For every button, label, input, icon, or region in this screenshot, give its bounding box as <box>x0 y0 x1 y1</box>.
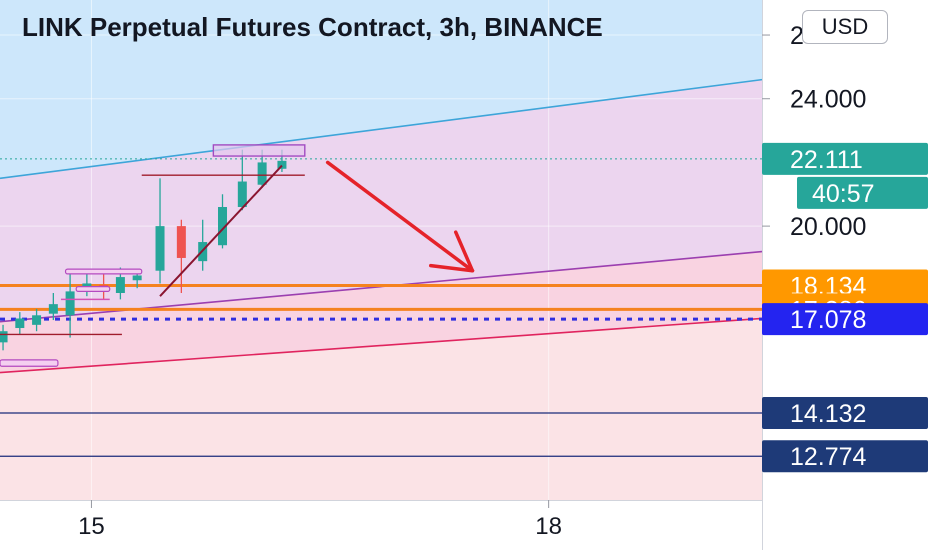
navy-lower-label: 12.774 <box>790 443 867 471</box>
candle-body-9 <box>155 226 165 271</box>
upper-zone <box>0 0 762 179</box>
trendline <box>159 164 283 297</box>
forecast-arrow-head-1 <box>454 230 475 273</box>
blue-dotted-label: 17.078 <box>790 306 866 334</box>
candle-body-13 <box>237 181 247 208</box>
currency-button[interactable]: USD <box>802 10 888 44</box>
small-box-mid <box>64 268 143 275</box>
y-tick-label-2: 20.000 <box>790 213 866 241</box>
candle-body-4 <box>65 291 75 316</box>
forecast-arrow <box>325 160 475 273</box>
candle-body-8 <box>132 275 142 281</box>
small-box-low <box>75 286 111 293</box>
price-label-layer: 22.11118.13417.38617.07814.13212.77440:5… <box>762 142 928 473</box>
candle-body-12 <box>218 207 228 246</box>
navy-upper-label-bg <box>762 396 928 429</box>
x-tick-label-1: 18 <box>535 513 562 540</box>
drawing-layer <box>0 144 475 367</box>
navy-lower-label-bg <box>762 440 928 473</box>
candle-body-0 <box>0 331 8 343</box>
candle-body-3 <box>48 304 58 314</box>
navy-upper-label: 14.132 <box>790 400 866 428</box>
grid-layer <box>0 0 762 500</box>
candle-body-14 <box>257 162 267 185</box>
candle-body-10 <box>176 226 186 258</box>
last-price-label-bg <box>762 142 928 175</box>
countdown-label-bg <box>797 176 928 209</box>
candle-body-1 <box>15 318 25 329</box>
last-price-label: 22.111 <box>790 146 863 174</box>
zone-layer <box>0 0 762 500</box>
x-tick-label-0: 15 <box>78 513 105 540</box>
upper-band <box>0 78 763 180</box>
forecast-arrow-head-0 <box>429 263 475 273</box>
resistance-box <box>212 144 306 157</box>
candle-body-2 <box>32 315 42 325</box>
candle-body-7 <box>115 277 125 293</box>
blue-dotted-label-bg <box>762 303 928 336</box>
lower-band <box>0 317 763 374</box>
y-tick-label-1: 24.000 <box>790 86 866 114</box>
small-box-left <box>0 359 59 367</box>
lower-zone <box>0 251 762 373</box>
candle-body-15 <box>277 160 287 169</box>
chart-title: LINK Perpetual Futures Contract, 3h, BIN… <box>22 12 603 42</box>
countdown-label: 40:57 <box>812 180 875 208</box>
time-axis-bg <box>0 500 762 550</box>
line-layer <box>0 158 762 457</box>
